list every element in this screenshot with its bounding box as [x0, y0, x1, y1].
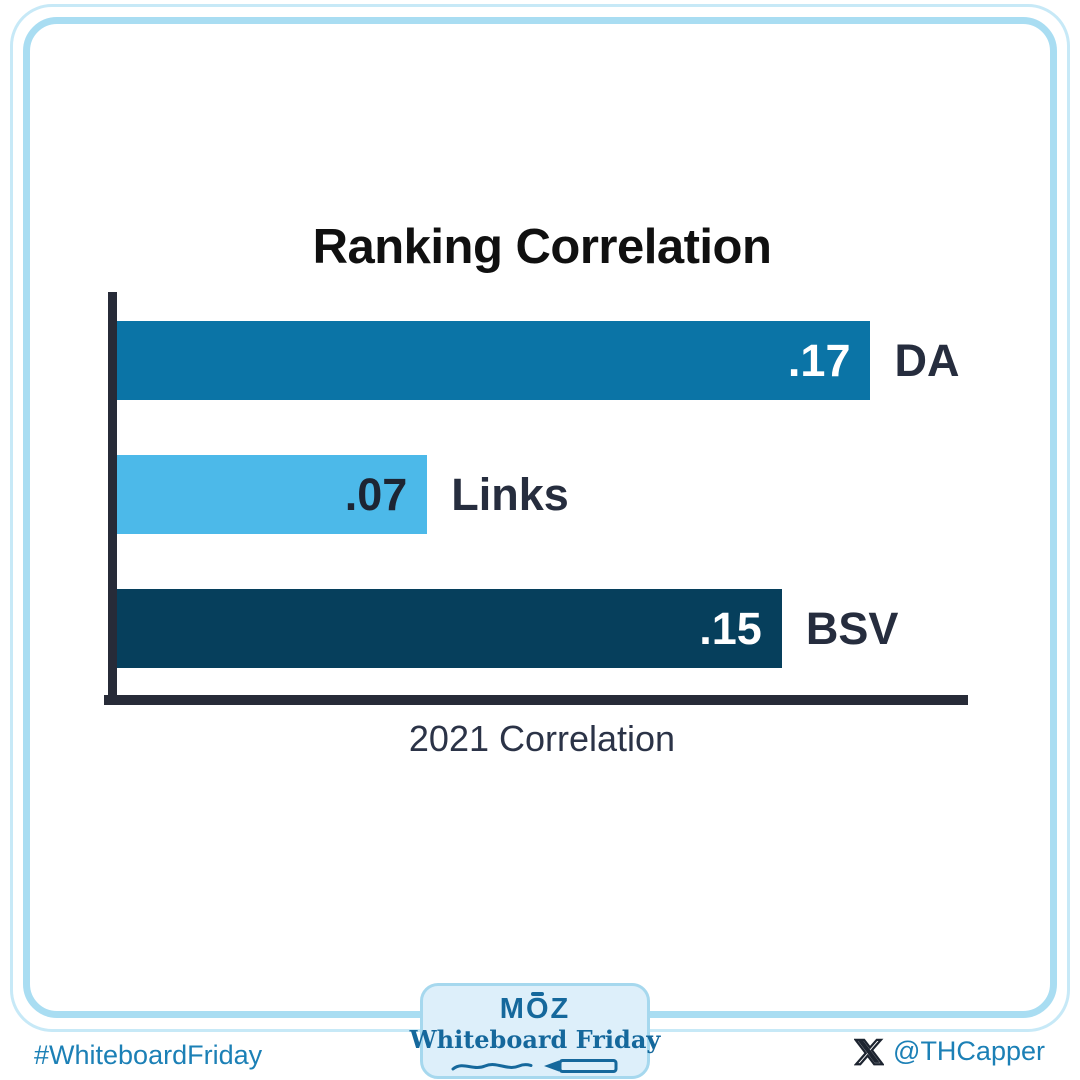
- bar-row: .17 DA: [117, 321, 968, 400]
- social-handle: @THCapper: [854, 1036, 1045, 1067]
- bar: .17: [117, 321, 871, 400]
- bar-row: .15 BSV: [117, 589, 968, 668]
- whiteboard-friday-label: Whiteboard Friday: [409, 1025, 661, 1054]
- moz-whiteboard-friday-badge: MOZ Whiteboard Friday: [410, 983, 660, 1079]
- bar-category-label: BSV: [805, 602, 899, 654]
- plot-area: .17 DA .07 Links .15 BSV: [117, 293, 968, 695]
- hashtag-label: #WhiteboardFriday: [34, 1040, 263, 1070]
- bar-category-label: Links: [451, 468, 569, 520]
- y-axis-line: [108, 292, 117, 705]
- bar-value: .15: [699, 602, 762, 654]
- x-axis-label: 2021 Correlation: [408, 718, 676, 759]
- x-axis-line: [104, 695, 968, 705]
- bar: .15: [117, 589, 782, 668]
- bar-value: .17: [787, 334, 851, 386]
- bar-value: .07: [344, 468, 408, 520]
- chart-title: Ranking Correlation: [312, 220, 772, 274]
- x-twitter-logo-icon: [854, 1037, 885, 1067]
- bar-row: .07 Links: [117, 455, 968, 534]
- handle-label: @THCapper: [893, 1036, 1045, 1066]
- bar-category-label: DA: [894, 334, 960, 386]
- bar: .07: [117, 455, 428, 534]
- moz-logo-text: MOZ: [499, 993, 571, 1025]
- marker-pen-squiggle-icon: [447, 1056, 623, 1076]
- moz-logo: MOZ: [499, 992, 571, 1025]
- moz-logo-o-accent: [531, 992, 544, 996]
